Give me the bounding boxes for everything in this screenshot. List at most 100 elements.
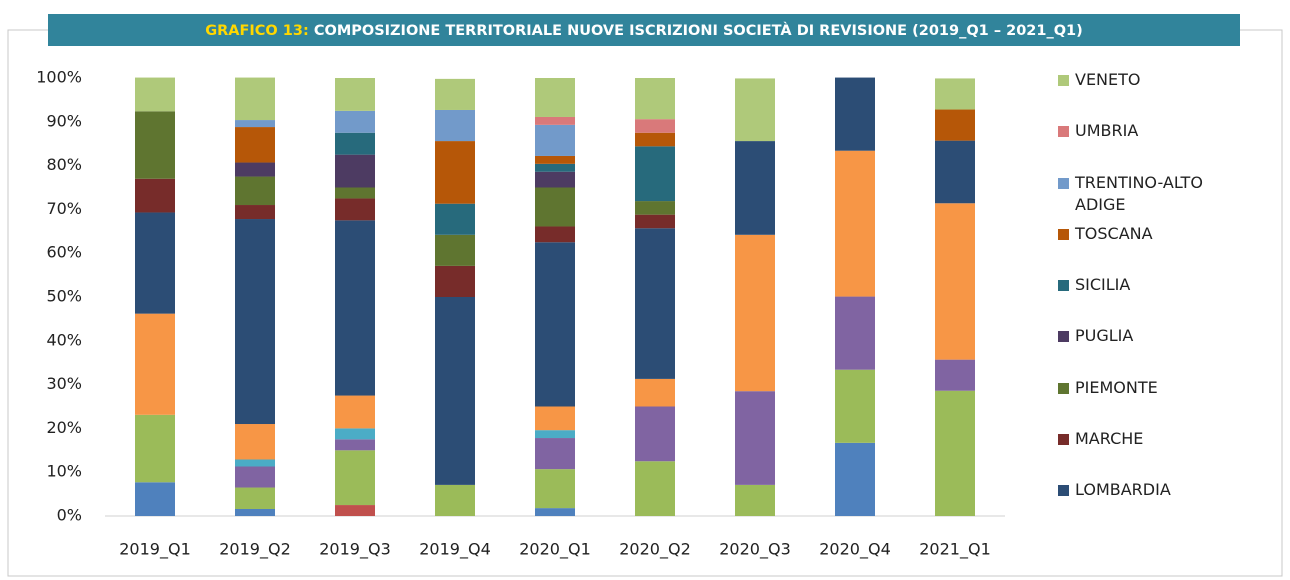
x-tick-label: 2020_Q3	[719, 540, 791, 560]
bar-segment	[335, 154, 375, 188]
bar-segment	[635, 378, 675, 407]
bar-segment	[835, 442, 875, 516]
bar-segment	[435, 234, 475, 266]
x-tick-label: 2019_Q1	[119, 540, 191, 560]
y-tick-label: 60%	[46, 243, 82, 262]
x-tick-label: 2019_Q2	[219, 540, 291, 560]
bar-segment	[335, 439, 375, 451]
legend-swatch	[1058, 382, 1069, 394]
bar-segment	[235, 508, 275, 516]
bar-segment	[535, 226, 575, 243]
bar-segment	[435, 203, 475, 235]
chart-label: GRAFICO 13:	[205, 23, 309, 39]
bar-segment	[435, 78, 475, 110]
bar-segment	[635, 406, 675, 462]
y-tick-label: 80%	[46, 155, 82, 174]
bar-segment	[535, 171, 575, 188]
y-tick-label: 100%	[36, 68, 82, 87]
legend-swatch	[1058, 331, 1069, 343]
bar-segment	[835, 296, 875, 370]
bar-segment	[135, 111, 175, 179]
bar-segment	[235, 77, 275, 121]
legend-label: PIEMONTE	[1075, 377, 1158, 397]
chart-title-line: GRAFICO 13: COMPOSIZIONE TERRITORIALE NU…	[205, 22, 1083, 39]
legend-label: UMBRIA	[1075, 121, 1139, 141]
bar-segment	[635, 78, 675, 120]
bar-segment	[135, 482, 175, 516]
x-tick-label: 2019_Q3	[319, 540, 391, 560]
bar-segment	[635, 228, 675, 379]
y-tick-label: 90%	[46, 111, 82, 130]
bar-segment	[535, 430, 575, 439]
legend-item: PUGLIA	[1058, 324, 1208, 375]
legend-swatch	[1058, 177, 1069, 189]
title-banner	[48, 14, 1240, 46]
legend-item: UMBRIA	[1058, 119, 1208, 170]
bar-segment	[335, 110, 375, 133]
bar-segment	[835, 77, 875, 151]
legend-swatch	[1058, 485, 1069, 497]
bar-segment	[335, 428, 375, 440]
bar-segment	[935, 109, 975, 141]
legend-label: LOMBARDIA	[1075, 480, 1171, 500]
bar-segment	[435, 297, 475, 485]
legend-swatch	[1058, 434, 1069, 446]
y-tick-label: 20%	[46, 418, 82, 437]
bar-segment	[435, 484, 475, 516]
y-tick-label: 70%	[46, 199, 82, 218]
bar-segment	[235, 205, 275, 220]
bar-segment	[535, 163, 575, 172]
legend-swatch	[1058, 75, 1069, 86]
bar-segment	[335, 187, 375, 199]
bar-segment	[535, 78, 575, 117]
bar-segment	[535, 124, 575, 156]
legend-swatch	[1058, 280, 1069, 292]
bar-segment	[735, 391, 775, 485]
bar-segment	[335, 395, 375, 429]
bar-segment	[335, 132, 375, 155]
legend-label: VENETO	[1075, 70, 1141, 89]
bar-segment	[235, 176, 275, 206]
bar-segment	[435, 109, 475, 142]
bar-segment	[535, 187, 575, 227]
bar-segment	[535, 438, 575, 470]
y-tick-label: 40%	[46, 330, 82, 349]
bar-segment	[435, 265, 475, 297]
y-tick-label: 0%	[57, 506, 82, 525]
bar-segment	[635, 119, 675, 133]
bar-segment	[235, 219, 275, 425]
bar-segment	[635, 201, 675, 215]
bar-segment	[535, 406, 575, 431]
bar-segment	[935, 390, 975, 516]
legend-label: TOSCANA	[1075, 223, 1153, 243]
bar-segment	[335, 450, 375, 506]
bar-segment	[635, 146, 675, 202]
chart-title: COMPOSIZIONE TERRITORIALE NUOVE ISCRIZIO…	[314, 22, 1083, 39]
bar-segment	[535, 469, 575, 509]
bar-segment	[635, 461, 675, 516]
bar-segment	[635, 214, 675, 229]
x-tick-label: 2021_Q1	[919, 540, 991, 560]
bar-segment	[835, 150, 875, 297]
bar-segment	[235, 120, 275, 128]
bar-segment	[235, 487, 275, 509]
bar-segment	[835, 369, 875, 443]
y-tick-label: 30%	[46, 374, 82, 393]
bar-segment	[535, 116, 575, 125]
bar-segment	[735, 484, 775, 516]
legend-item: PIEMONTE	[1058, 376, 1208, 427]
bar-segment	[135, 77, 175, 112]
bar-segment	[935, 78, 975, 110]
bar-segment	[535, 508, 575, 516]
bar-segment	[435, 141, 475, 204]
bar-segment	[935, 359, 975, 391]
bar-segment	[335, 220, 375, 396]
legend-swatch	[1058, 126, 1069, 138]
bar-segment	[635, 132, 675, 147]
x-tick-label: 2020_Q1	[519, 540, 591, 560]
bar-segment	[135, 212, 175, 314]
legend-label: SICILIA	[1075, 275, 1131, 295]
legend-item: MARCHE	[1058, 427, 1208, 478]
legend-item: SICILIA	[1058, 273, 1208, 324]
